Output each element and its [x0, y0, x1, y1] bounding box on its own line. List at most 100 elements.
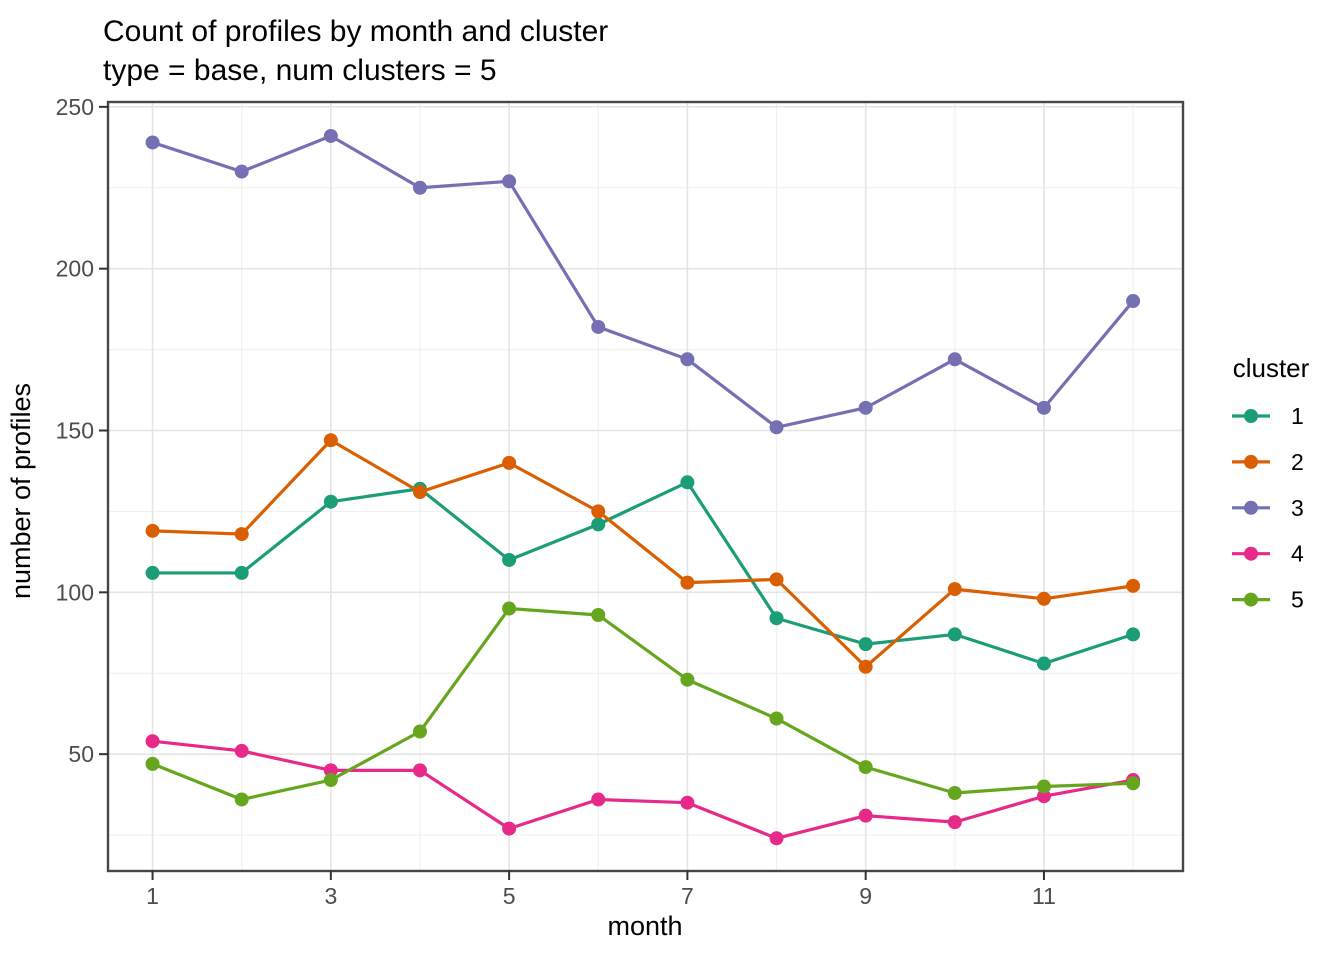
data-point-cluster-5-month-9 — [858, 760, 873, 775]
data-point-cluster-4-month-10 — [947, 815, 962, 830]
major-gridlines — [108, 102, 1183, 871]
data-point-cluster-5-month-4 — [412, 724, 427, 739]
data-series — [145, 128, 1141, 846]
data-point-cluster-4-month-2 — [234, 743, 249, 758]
data-point-cluster-2-month-6 — [591, 504, 606, 519]
data-point-cluster-1-month-12 — [1126, 627, 1141, 642]
y-tick-label-250: 250 — [56, 94, 94, 120]
data-point-cluster-2-month-7 — [680, 575, 695, 590]
data-point-cluster-3-month-12 — [1126, 294, 1141, 309]
data-point-cluster-4-month-6 — [591, 792, 606, 807]
legend-title: cluster — [1233, 353, 1310, 383]
data-point-cluster-3-month-4 — [412, 180, 427, 195]
data-point-cluster-4-month-7 — [680, 795, 695, 810]
data-point-cluster-1-month-2 — [234, 565, 249, 580]
legend-item-2: 2 — [1232, 449, 1304, 475]
legend-key-point-2 — [1244, 454, 1258, 469]
data-point-cluster-3-month-6 — [591, 319, 606, 334]
data-point-cluster-2-month-12 — [1126, 578, 1141, 593]
series-line-cluster-3 — [152, 134, 1135, 429]
x-tick-label-7: 7 — [681, 883, 694, 909]
axis-tick-labels: 1 3 5 7 9 11 50 100 150 200 250 — [56, 94, 1056, 909]
x-tick-label-3: 3 — [324, 883, 337, 909]
x-tick-label-5: 5 — [503, 883, 516, 909]
legend-item-label-3: 3 — [1291, 495, 1304, 521]
y-axis-title: number of profiles — [6, 383, 36, 599]
data-point-cluster-5-month-10 — [947, 785, 962, 800]
legend-item-5: 5 — [1232, 587, 1304, 613]
data-point-cluster-5-month-2 — [234, 792, 249, 807]
series-line-cluster-1 — [152, 480, 1134, 666]
data-point-cluster-1-month-7 — [680, 475, 695, 490]
data-point-cluster-5-month-3 — [323, 773, 338, 788]
y-tick-label-150: 150 — [56, 418, 94, 444]
chart-subtitle: type = base, num clusters = 5 — [103, 54, 497, 87]
minor-gridlines — [108, 102, 1183, 871]
data-point-cluster-5-month-11 — [1036, 779, 1051, 794]
data-point-cluster-5-month-5 — [502, 601, 517, 616]
legend-item-3: 3 — [1232, 495, 1304, 521]
legend-item-label-2: 2 — [1291, 449, 1304, 475]
series-line-cluster-5 — [151, 606, 1134, 802]
series-line-cluster-4 — [152, 739, 1134, 840]
legend-key-point-4 — [1244, 546, 1258, 561]
data-point-cluster-1-month-3 — [323, 494, 338, 509]
data-point-cluster-1-month-6 — [591, 517, 606, 532]
x-axis-title: month — [607, 911, 682, 941]
x-tick-label-9: 9 — [859, 883, 872, 909]
data-point-cluster-5-month-12 — [1126, 776, 1141, 791]
data-point-cluster-4-month-8 — [769, 831, 784, 846]
data-point-cluster-3-month-8 — [769, 420, 784, 435]
data-point-cluster-5-month-8 — [769, 711, 784, 726]
legend-key-point-1 — [1244, 409, 1258, 423]
legend-item-label-1: 1 — [1291, 403, 1304, 429]
legend-key-point-3 — [1244, 500, 1258, 515]
data-point-cluster-5-month-6 — [591, 607, 606, 622]
data-point-cluster-1-month-1 — [145, 565, 160, 580]
data-point-cluster-3-month-5 — [502, 174, 517, 189]
axis-tick-marks — [99, 105, 1045, 880]
chart-title: Count of profiles by month and cluster — [103, 15, 608, 48]
legend-item-4: 4 — [1232, 541, 1304, 567]
data-point-cluster-2-month-1 — [145, 523, 160, 538]
data-point-cluster-4-month-9 — [858, 808, 873, 823]
data-point-cluster-5-month-1 — [145, 756, 160, 771]
data-point-cluster-1-month-9 — [858, 637, 873, 652]
data-point-cluster-2-month-3 — [323, 433, 338, 448]
x-tick-label-11: 11 — [1032, 883, 1056, 909]
x-tick-label-1: 1 — [146, 883, 159, 909]
data-point-cluster-1-month-10 — [947, 627, 962, 642]
legend-key-point-5 — [1244, 592, 1258, 607]
data-point-cluster-3-month-2 — [234, 164, 249, 179]
data-point-cluster-2-month-4 — [412, 485, 427, 500]
legend: cluster 1 2 3 4 5 — [1232, 353, 1310, 613]
data-point-cluster-5-month-7 — [680, 672, 695, 687]
series-line-cluster-2 — [152, 438, 1134, 669]
data-point-cluster-3-month-11 — [1036, 400, 1051, 415]
y-tick-label-50: 50 — [68, 741, 94, 767]
data-point-cluster-3-month-1 — [145, 135, 160, 150]
legend-item-label-4: 4 — [1291, 541, 1304, 567]
y-tick-label-100: 100 — [56, 579, 94, 605]
data-point-cluster-3-month-7 — [680, 352, 695, 367]
legend-items: 1 2 3 4 5 — [1232, 403, 1304, 613]
data-point-cluster-2-month-5 — [502, 455, 517, 470]
data-point-cluster-4-month-1 — [145, 734, 160, 749]
legend-item-1: 1 — [1232, 403, 1304, 429]
data-point-cluster-4-month-4 — [412, 763, 427, 778]
y-tick-label-200: 200 — [56, 256, 94, 282]
data-point-cluster-2-month-10 — [947, 582, 962, 597]
panel-border — [106, 100, 1185, 873]
data-point-cluster-3-month-3 — [323, 128, 338, 143]
legend-item-label-5: 5 — [1291, 587, 1304, 613]
data-point-cluster-1-month-11 — [1036, 656, 1051, 671]
data-point-cluster-1-month-5 — [502, 552, 517, 567]
data-point-cluster-2-month-2 — [234, 527, 249, 542]
data-point-cluster-3-month-10 — [947, 352, 962, 367]
data-point-cluster-4-month-5 — [502, 821, 517, 836]
data-point-cluster-4-month-3 — [323, 763, 338, 778]
data-point-cluster-2-month-11 — [1036, 591, 1051, 606]
data-point-cluster-2-month-9 — [858, 659, 873, 674]
